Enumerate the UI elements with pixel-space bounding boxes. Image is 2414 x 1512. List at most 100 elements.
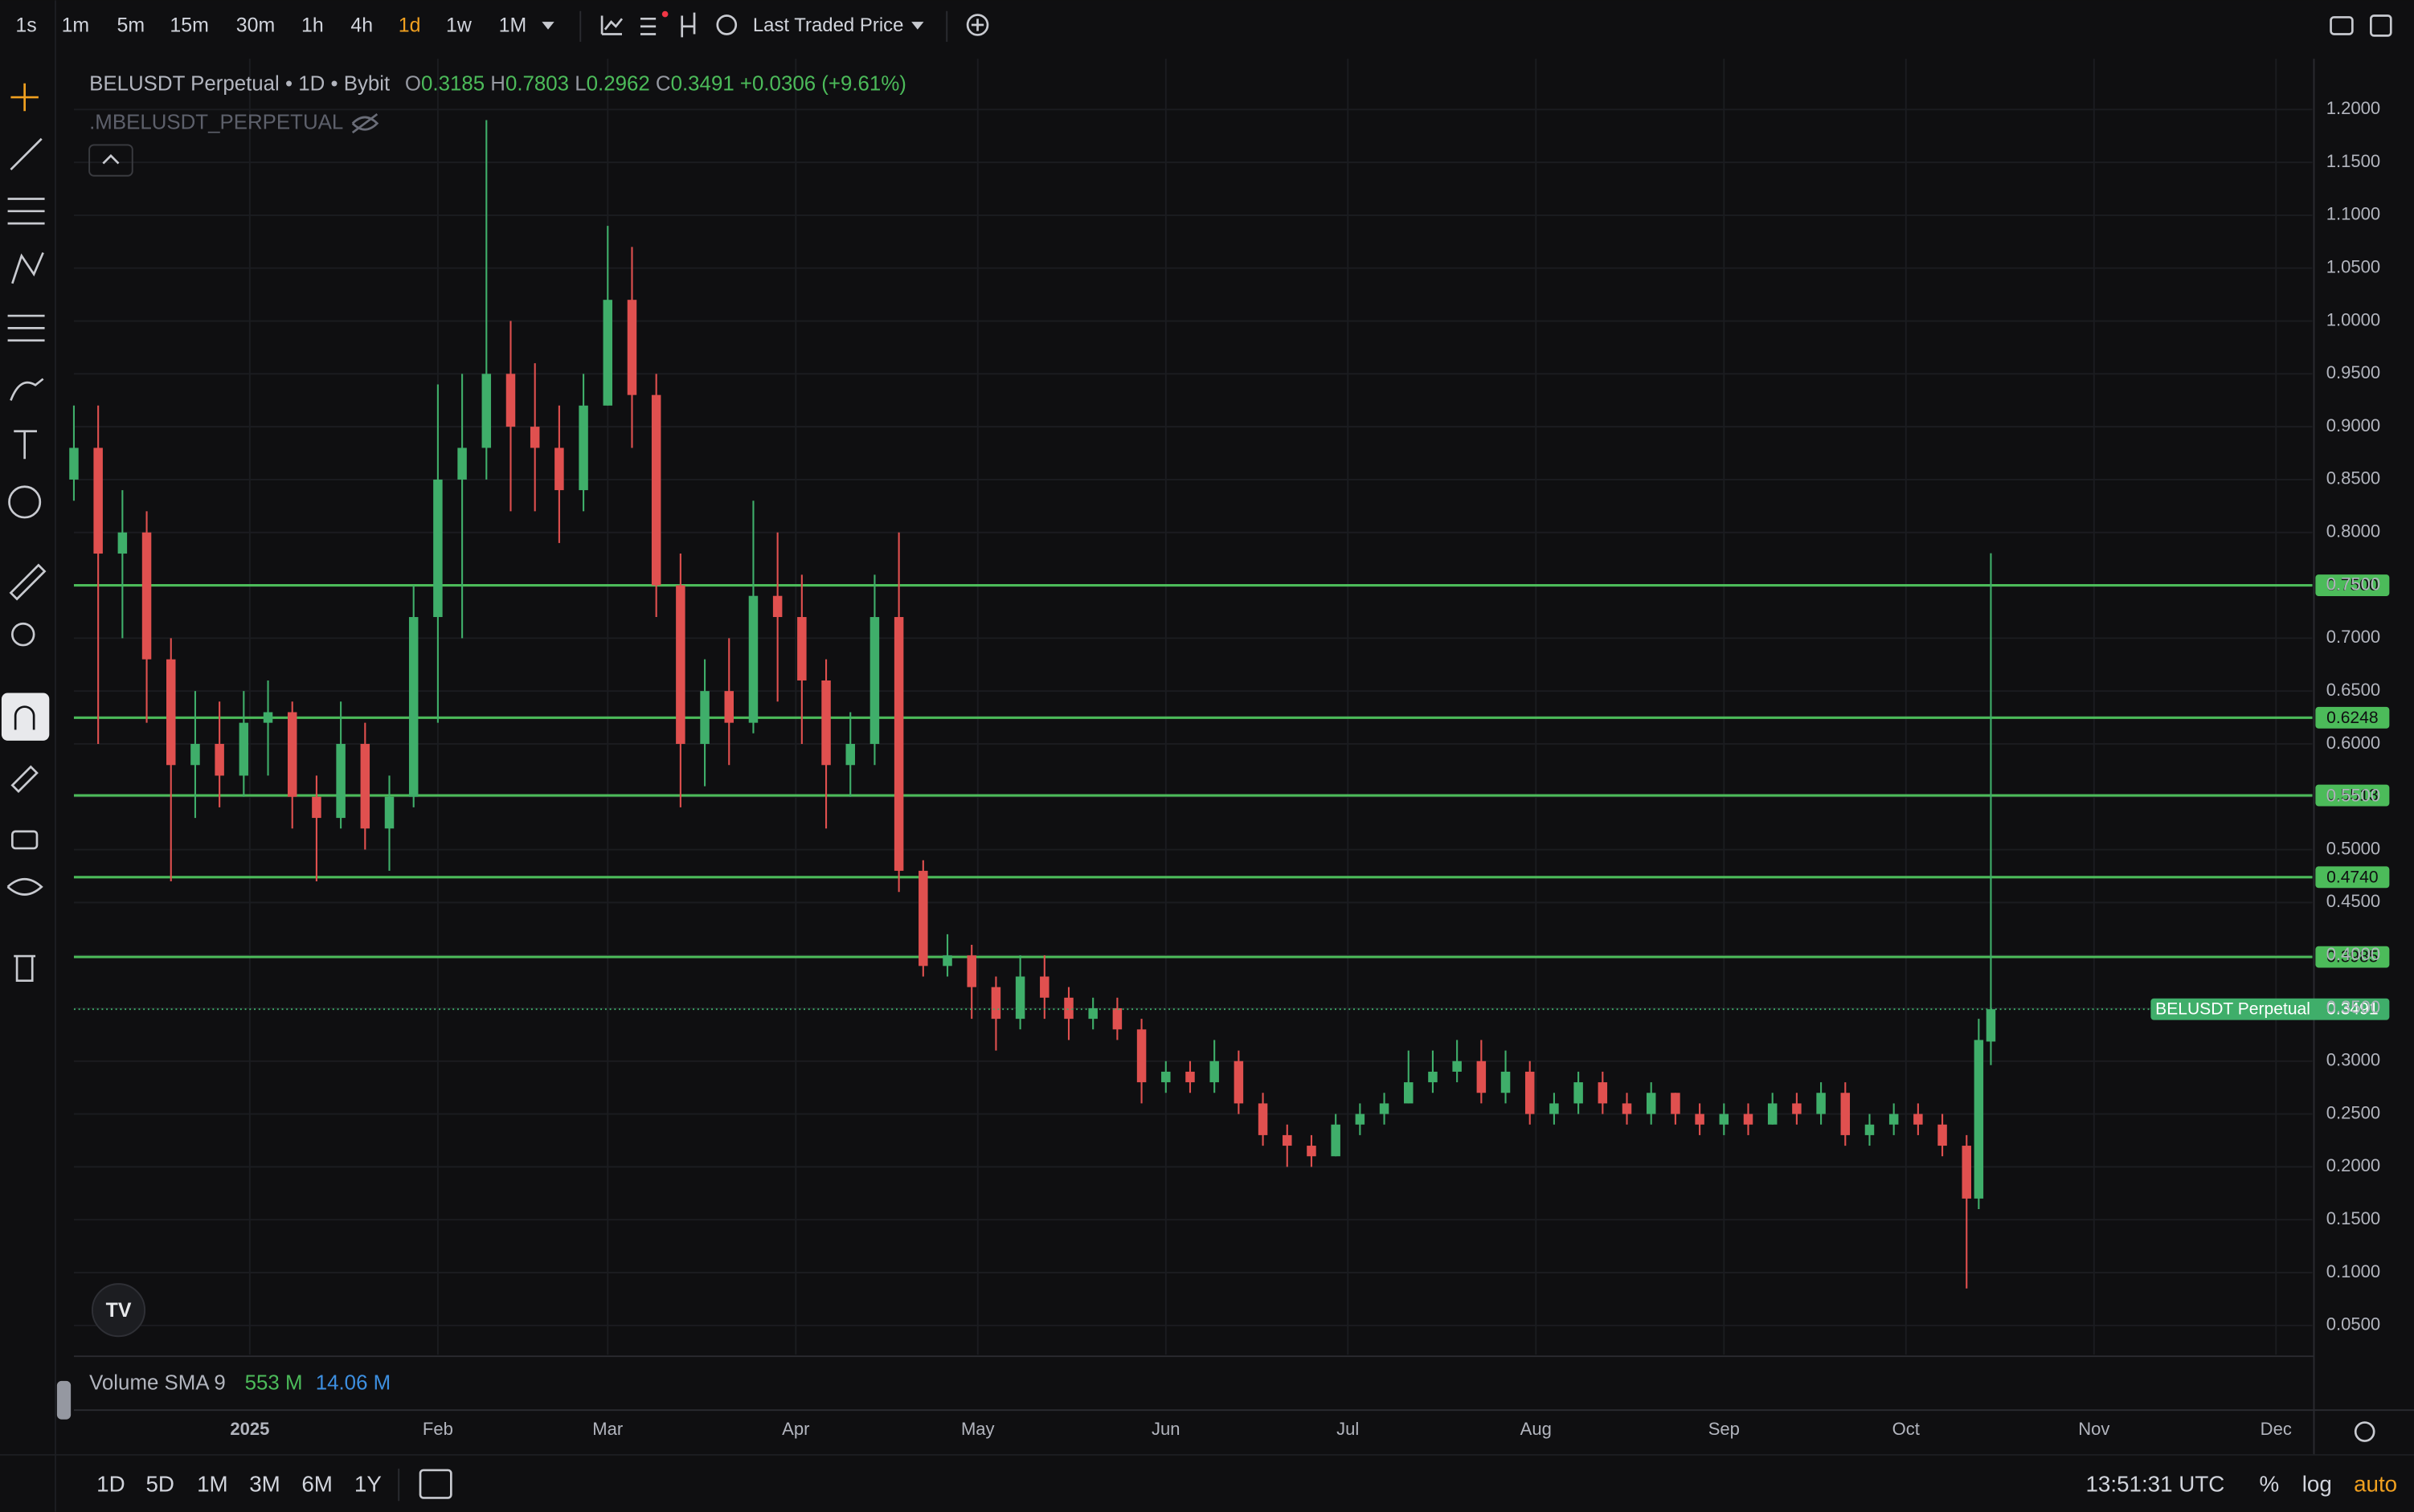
last-price-label: 0.3491: [2326, 1000, 2378, 1019]
level-label: 0.3985: [2326, 948, 2378, 966]
text-tool[interactable]: [14, 430, 37, 460]
pattern-tool[interactable]: [11, 251, 44, 284]
interval-button[interactable]: 1s: [15, 14, 36, 36]
candle-body: [93, 447, 103, 554]
screenshot-icon[interactable]: [2330, 16, 2354, 35]
logo-mark: TV: [106, 1299, 132, 1322]
range-button[interactable]: 3M: [249, 1471, 280, 1496]
add-icon-plus: [971, 18, 984, 31]
y-tick-label: 0.3000: [2326, 1050, 2380, 1070]
alerts-icon[interactable]: [640, 17, 657, 35]
level-label: 0.7500: [2326, 576, 2378, 595]
candle-body: [797, 617, 807, 680]
range-button[interactable]: 6M: [301, 1471, 333, 1496]
hidden-icon[interactable]: [351, 113, 379, 134]
interval-button[interactable]: 1h: [301, 14, 324, 36]
logo[interactable]: [91, 1283, 146, 1338]
dropdown-arrow[interactable]: [911, 22, 924, 30]
y-tick-label: 0.1000: [2326, 1261, 2380, 1281]
magnet-icon: [14, 705, 35, 730]
x-tick-label: Mar: [592, 1419, 623, 1439]
range-button[interactable]: 1Y: [354, 1471, 382, 1496]
plot: 0.7500 0.6248 0.5513 0.4740 0.3985 BELUSDT Pe…: [69, 120, 2390, 1289]
candle-body: [967, 955, 976, 987]
add-icon[interactable]: [966, 14, 989, 36]
top-icons[interactable]: [542, 10, 2392, 38]
interval-button[interactable]: 1d: [399, 14, 421, 36]
clock[interactable]: 13:51:31 UTC: [2085, 1471, 2224, 1496]
y-tick-label: 0.4000: [2326, 944, 2380, 964]
level-tag: [2315, 866, 2390, 889]
price-source[interactable]: Last Traded Price: [753, 14, 904, 36]
candle-body: [1283, 1134, 1292, 1146]
fullscreen-icon[interactable]: [2370, 14, 2392, 37]
dropdown-arrow[interactable]: [542, 22, 554, 30]
ohlc-prefix: L: [575, 73, 586, 96]
alert-dot: [661, 10, 669, 18]
range-button[interactable]: 1D: [96, 1471, 125, 1496]
emoji-tool[interactable]: [8, 485, 42, 519]
indicators-icon[interactable]: [600, 15, 624, 35]
candle-body: [821, 680, 831, 766]
symbol-title: BELUSDT Perpetual • 1D • Bybit: [89, 73, 390, 96]
scale-button[interactable]: log: [2302, 1471, 2332, 1496]
delete-tool[interactable]: [14, 954, 36, 983]
interval-button[interactable]: 1m: [62, 14, 90, 36]
scale-button[interactable]: %: [2260, 1471, 2280, 1496]
ruler-tool[interactable]: [9, 563, 47, 601]
legend: BELUSDT Perpetual • 1D • Bybit O0.3185 H…: [89, 73, 906, 96]
candle-body: [1864, 1124, 1875, 1135]
date-range-icon[interactable]: [419, 1469, 452, 1499]
scale-button[interactable]: auto: [2354, 1471, 2397, 1496]
collapse-button[interactable]: [88, 144, 133, 177]
candle-body: [1428, 1071, 1438, 1083]
level-label: 0.5513: [2326, 787, 2378, 805]
candle-body: [1816, 1093, 1826, 1114]
candle-body: [1452, 1060, 1462, 1072]
trendline-tool[interactable]: [10, 137, 43, 171]
candle-body: [69, 447, 79, 480]
interval-button[interactable]: 30m: [236, 14, 275, 36]
lock-tool[interactable]: [10, 830, 39, 850]
high-value: 0.7803: [505, 73, 569, 96]
candle-body: [1379, 1103, 1389, 1114]
interval-button[interactable]: 1M: [499, 14, 527, 36]
candle-body: [1695, 1114, 1704, 1125]
candle-body: [1986, 1009, 1996, 1042]
magnet-tool-active[interactable]: [1, 693, 50, 741]
interval-button[interactable]: 1w: [446, 14, 473, 36]
crosshair-tool[interactable]: [10, 83, 39, 112]
brush-tool[interactable]: [10, 378, 44, 401]
pane-handle[interactable]: [56, 1380, 72, 1420]
volume-value: 553 M: [245, 1371, 303, 1394]
interval-button[interactable]: 15m: [170, 14, 208, 36]
candle-body: [1476, 1060, 1487, 1093]
settings-icon[interactable]: [2354, 1421, 2375, 1442]
candle-body: [1888, 1114, 1899, 1125]
y-tick-label: 0.7000: [2326, 627, 2380, 647]
candle-body: [530, 427, 540, 448]
indicator-name: .MBELUSDT_PERPETUAL: [89, 111, 343, 133]
chart-type-icon[interactable]: [681, 12, 696, 38]
y-tick-label: 0.2000: [2326, 1155, 2380, 1175]
candle-body: [1500, 1071, 1511, 1093]
price-source-icon[interactable]: [716, 14, 738, 35]
y-tick-label: 0.5000: [2326, 838, 2380, 858]
candle-body: [627, 300, 637, 395]
stay-drawing-tool[interactable]: [10, 765, 39, 793]
range-button[interactable]: 5D: [145, 1471, 174, 1496]
candle-body: [554, 447, 564, 491]
interval-button[interactable]: 4h: [350, 14, 373, 36]
y-tick-label: 1.0000: [2326, 309, 2380, 329]
candle-body: [1331, 1124, 1340, 1157]
candle-body: [141, 532, 152, 660]
hide-tool[interactable]: [6, 877, 43, 896]
candle-body: [1307, 1146, 1316, 1157]
fib-tool[interactable]: [7, 198, 45, 225]
range-button[interactable]: 1M: [197, 1471, 228, 1496]
zoom-tool[interactable]: [10, 622, 35, 647]
candle-body: [336, 743, 346, 819]
projection-tool[interactable]: [7, 314, 45, 342]
interval-button[interactable]: 5m: [117, 14, 145, 36]
